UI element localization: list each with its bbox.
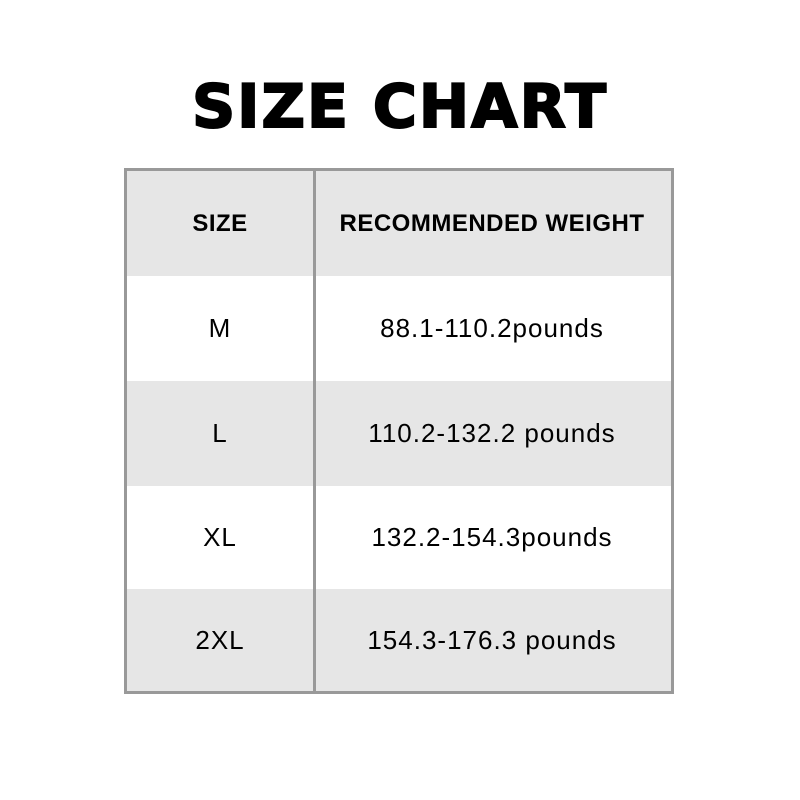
column-divider (313, 171, 316, 691)
size-cell: 2XL (195, 624, 245, 655)
table-row: 2XL 154.3-176.3 pounds (127, 589, 671, 691)
page-title: SIZE CHART (191, 71, 609, 143)
size-cell: XL (203, 522, 237, 552)
weight-cell: 132.2-154.3pounds (371, 522, 613, 552)
table-row: L 110.2-132.2 pounds (127, 381, 671, 486)
header-size: SIZE (192, 209, 248, 237)
table-row: XL 132.2-154.3pounds (127, 486, 671, 589)
weight-cell: 154.3-176.3 pounds (367, 624, 617, 655)
size-chart-table: SIZE RECOMMENDED WEIGHT M 88.1-110.2poun… (124, 168, 674, 694)
weight-cell: 88.1-110.2pounds (380, 313, 604, 343)
size-cell: L (212, 418, 228, 448)
table-row: M 88.1-110.2pounds (127, 276, 671, 381)
table-header-row: SIZE RECOMMENDED WEIGHT (127, 171, 671, 276)
weight-cell: 110.2-132.2 pounds (368, 418, 616, 448)
size-cell: M (208, 313, 232, 343)
header-weight: RECOMMENDED WEIGHT (339, 209, 645, 237)
